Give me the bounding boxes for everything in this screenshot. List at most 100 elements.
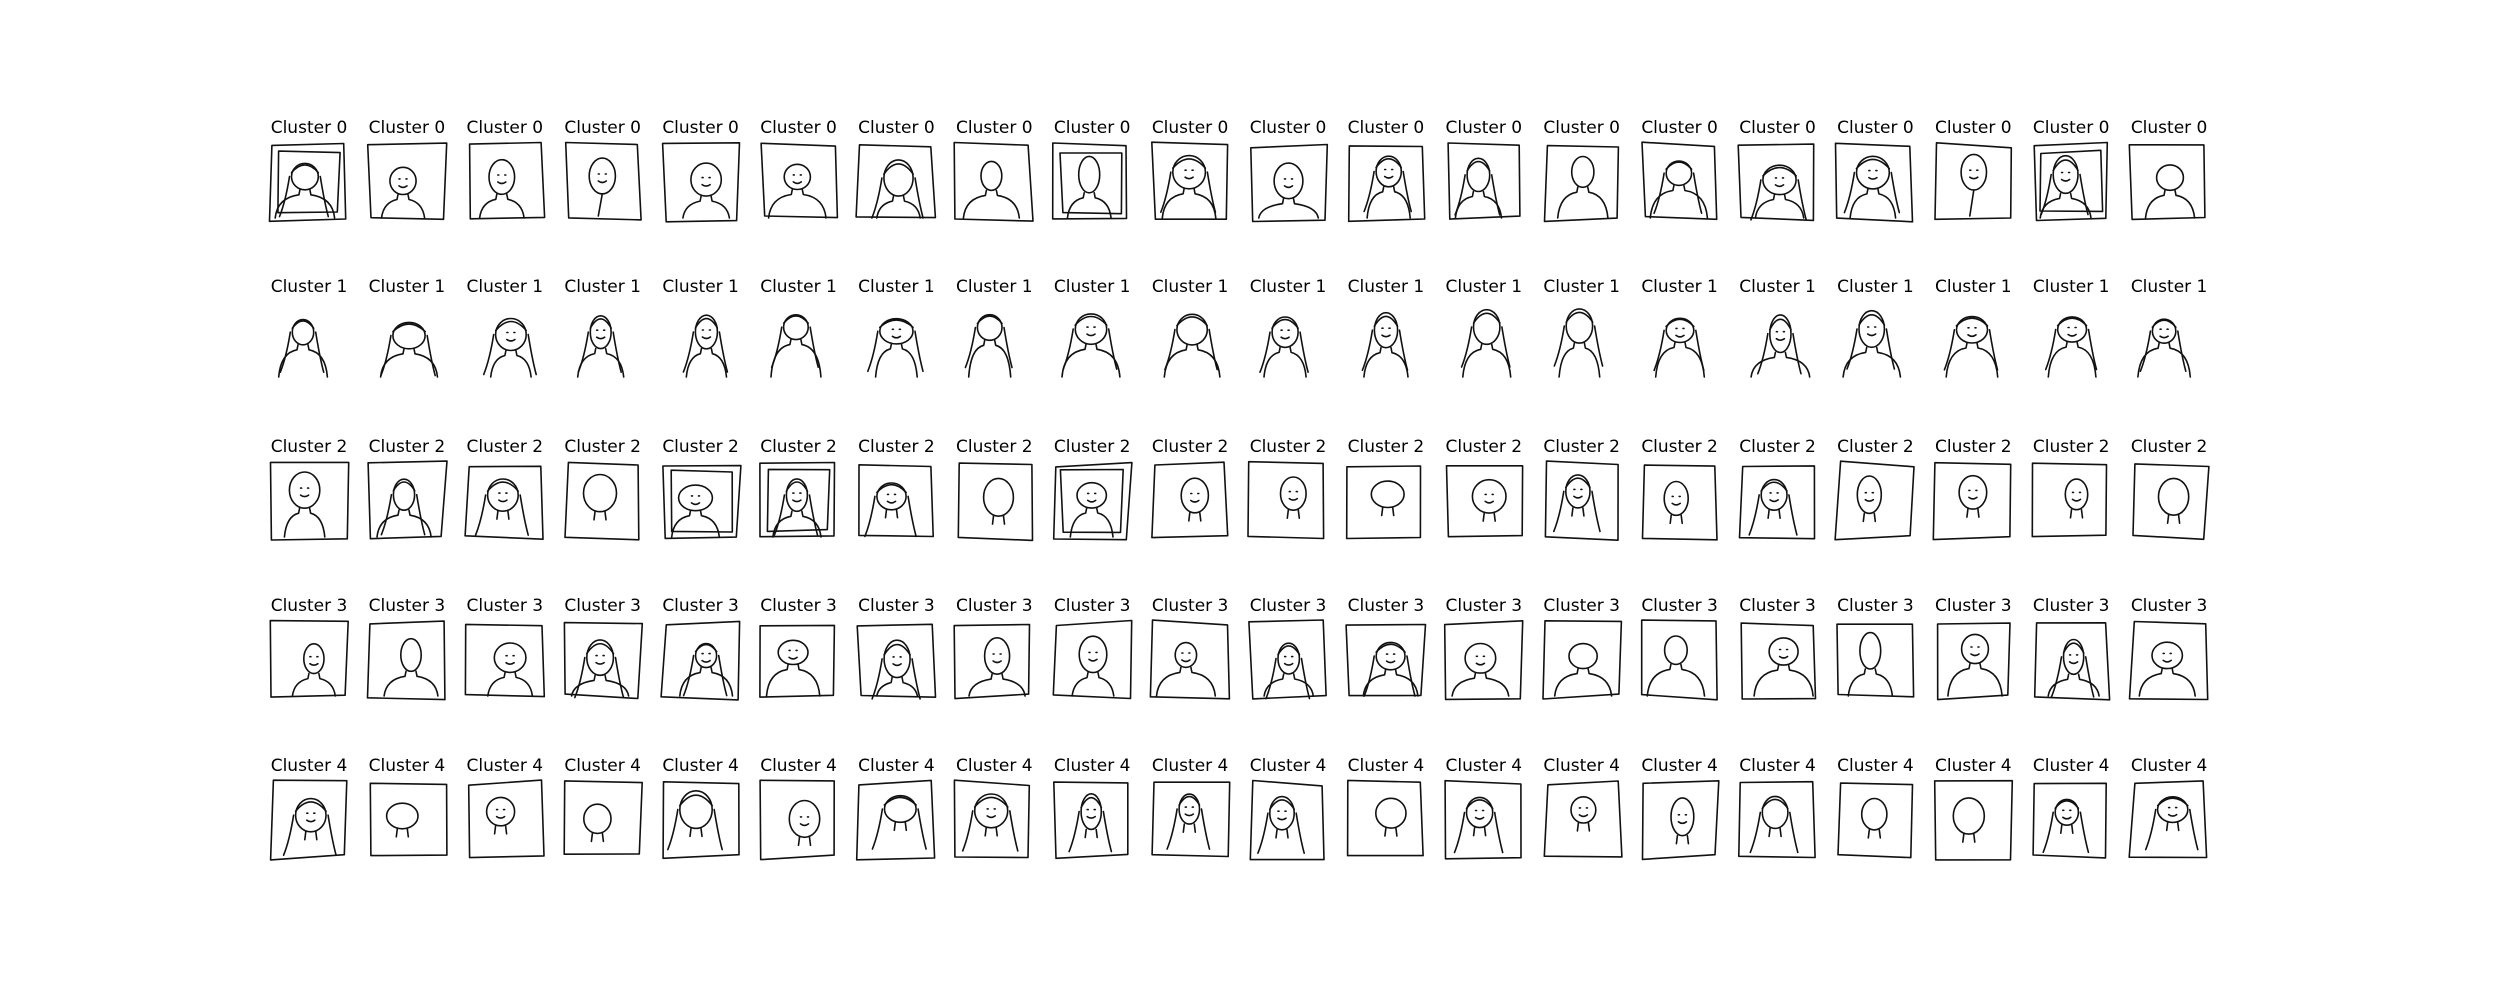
face-in-frame-sketch bbox=[1738, 465, 1815, 540]
face-with-hair-sketch bbox=[769, 314, 822, 378]
cluster-label: Cluster 3 bbox=[466, 596, 544, 616]
cluster-label: Cluster 2 bbox=[1837, 437, 1914, 457]
cluster-label: Cluster 3 bbox=[760, 596, 837, 616]
face-with-hair-sketch bbox=[1460, 308, 1512, 378]
cluster-label: Cluster 1 bbox=[1249, 277, 1327, 297]
cluster-label: Cluster 4 bbox=[1739, 756, 1816, 776]
figure-in-frame-sketch bbox=[1052, 619, 1133, 700]
cluster-label: Cluster 4 bbox=[1249, 756, 1327, 776]
cluster-label: Cluster 2 bbox=[1543, 437, 1620, 457]
face-in-frame-sketch bbox=[858, 464, 935, 538]
cluster-label: Cluster 0 bbox=[2130, 118, 2208, 138]
cluster-label: Cluster 0 bbox=[662, 118, 739, 138]
figure-in-frame-sketch bbox=[1736, 143, 1814, 222]
bust-in-frame-sketch bbox=[1447, 142, 1521, 220]
face-in-frame-sketch bbox=[953, 779, 1031, 859]
cluster-label: Cluster 3 bbox=[1053, 596, 1131, 616]
cluster-label: Cluster 3 bbox=[858, 596, 935, 616]
face-in-frame-sketch bbox=[563, 461, 640, 541]
cluster-label: Cluster 4 bbox=[1837, 756, 1914, 776]
cluster-label: Cluster 2 bbox=[1641, 437, 1718, 457]
cluster-label: Cluster 1 bbox=[1347, 277, 1425, 297]
cluster-label: Cluster 0 bbox=[760, 118, 837, 138]
cluster-label: Cluster 0 bbox=[270, 118, 348, 138]
cluster-label: Cluster 0 bbox=[1935, 118, 2012, 138]
cluster-label: Cluster 0 bbox=[1641, 118, 1718, 138]
bust-in-frame-sketch bbox=[1640, 141, 1718, 221]
cluster-label: Cluster 3 bbox=[368, 596, 446, 616]
face-with-hair-sketch bbox=[277, 318, 329, 378]
face-with-hair-sketch bbox=[482, 317, 537, 378]
face-with-hair-sketch bbox=[867, 317, 925, 378]
cluster-label: Cluster 0 bbox=[1347, 118, 1425, 138]
cluster-label: Cluster 2 bbox=[2032, 437, 2110, 457]
cluster-label: Cluster 2 bbox=[956, 437, 1033, 457]
cluster-label: Cluster 2 bbox=[2130, 437, 2208, 457]
face-with-hair-sketch bbox=[1061, 313, 1121, 378]
cluster-label: Cluster 0 bbox=[1837, 118, 1914, 138]
cluster-label: Cluster 3 bbox=[1837, 596, 1914, 616]
face-with-hair-sketch bbox=[1553, 308, 1604, 378]
portrait-in-frame-sketch bbox=[758, 461, 835, 538]
cluster-label: Cluster 4 bbox=[2032, 756, 2110, 776]
figure-in-frame-sketch bbox=[464, 623, 545, 698]
face-with-hair-sketch bbox=[1842, 309, 1902, 378]
cluster-label: Cluster 0 bbox=[1249, 118, 1327, 138]
cluster-label: Cluster 2 bbox=[1249, 437, 1327, 457]
face-in-frame-sketch bbox=[1932, 461, 2012, 541]
stick-figure-in-frame-sketch bbox=[1934, 142, 2013, 221]
face-in-frame-sketch bbox=[1834, 460, 1916, 541]
face-in-frame-sketch bbox=[1247, 460, 1325, 540]
figure-in-frame-sketch bbox=[1541, 620, 1622, 700]
figure-in-frame-sketch bbox=[2128, 620, 2209, 701]
face-with-hair-sketch bbox=[1943, 315, 1999, 378]
cluster-label: Cluster 1 bbox=[1445, 277, 1523, 297]
figure-in-frame-sketch bbox=[366, 142, 448, 221]
cluster-label: Cluster 2 bbox=[368, 437, 446, 457]
cluster-label: Cluster 0 bbox=[1053, 118, 1131, 138]
cluster-label: Cluster 3 bbox=[1445, 596, 1523, 616]
cluster-label: Cluster 4 bbox=[1347, 756, 1425, 776]
face-in-frame-sketch bbox=[1837, 782, 1914, 859]
figure-in-frame-sketch bbox=[1937, 622, 2012, 701]
face-in-frame-sketch bbox=[1345, 465, 1422, 540]
figure-in-frame-sketch bbox=[855, 144, 937, 219]
face-in-frame-sketch bbox=[369, 782, 448, 857]
figure-in-frame-sketch bbox=[366, 620, 446, 701]
face-in-frame-sketch bbox=[464, 465, 544, 540]
figure-in-frame-sketch bbox=[856, 623, 937, 700]
face-in-frame-sketch bbox=[2128, 780, 2208, 859]
face-in-frame-sketch bbox=[2032, 782, 2108, 859]
cluster-label: Cluster 4 bbox=[564, 756, 641, 776]
cluster-label: Cluster 2 bbox=[662, 437, 739, 457]
face-with-hair-sketch bbox=[2137, 318, 2192, 378]
cluster-label: Cluster 2 bbox=[1053, 437, 1131, 457]
cluster-label: Cluster 3 bbox=[564, 596, 641, 616]
cluster-label: Cluster 1 bbox=[1543, 277, 1620, 297]
figure-in-frame-sketch bbox=[1443, 620, 1524, 701]
figure-in-frame-sketch bbox=[1640, 619, 1718, 701]
face-in-frame-sketch bbox=[2031, 462, 2108, 538]
figure-in-frame-sketch bbox=[1149, 619, 1231, 700]
bust-in-frame-sketch bbox=[1543, 144, 1619, 223]
face-in-frame-sketch bbox=[856, 779, 936, 861]
face-in-frame-sketch bbox=[269, 779, 348, 861]
face-in-frame-sketch bbox=[1249, 779, 1325, 861]
portrait-in-frame-sketch bbox=[953, 141, 1035, 222]
face-in-frame-sketch bbox=[2132, 463, 2210, 541]
cluster-label: Cluster 3 bbox=[956, 596, 1033, 616]
cluster-label: Cluster 0 bbox=[368, 118, 446, 138]
face-in-frame-sketch bbox=[1151, 461, 1229, 539]
cluster-label: Cluster 0 bbox=[1151, 118, 1229, 138]
cluster-label: Cluster 3 bbox=[1347, 596, 1425, 616]
face-in-frame-sketch bbox=[758, 779, 835, 861]
face-with-hair-sketch bbox=[1259, 316, 1309, 378]
cluster-label: Cluster 4 bbox=[1641, 756, 1718, 776]
bust-in-frame-sketch bbox=[1347, 145, 1426, 223]
cluster-label: Cluster 1 bbox=[2130, 277, 2208, 297]
face-in-frame-sketch bbox=[1151, 781, 1231, 858]
figure-in-frame-sketch bbox=[468, 141, 546, 220]
cluster-label: Cluster 2 bbox=[858, 437, 935, 457]
portrait-in-frame-sketch bbox=[2128, 144, 2206, 221]
